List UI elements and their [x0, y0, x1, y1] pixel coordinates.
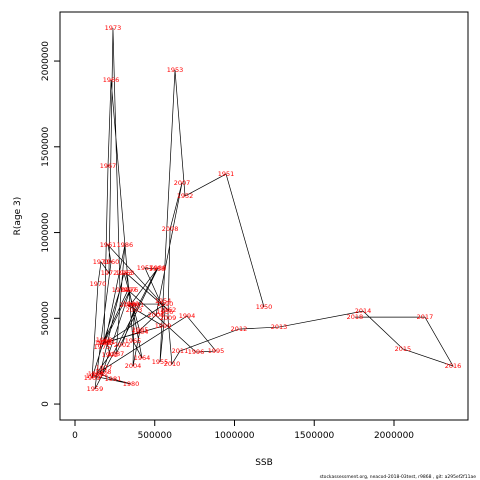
year-label: 1987	[108, 350, 125, 358]
x-tick-label: 2000000	[374, 431, 414, 441]
year-label: 1990	[157, 300, 174, 308]
year-label: 1957	[137, 264, 154, 272]
x-tick-label: 0	[72, 431, 78, 441]
year-label: 1980	[123, 380, 140, 388]
year-label: 1972	[101, 269, 118, 277]
year-label: 2015	[395, 345, 412, 353]
y-tick-label: 2000000	[41, 41, 51, 81]
year-label: 1954	[155, 297, 172, 305]
year-label: 1985	[97, 339, 114, 347]
sr-line	[91, 28, 454, 390]
year-label: 1979	[86, 372, 103, 380]
year-label: 1984	[132, 328, 149, 336]
year-label: 1991	[99, 338, 116, 346]
year-label: 2009	[160, 314, 177, 322]
year-label: 1992	[102, 351, 119, 359]
year-label: 1995	[208, 347, 225, 355]
year-label: 1978	[95, 368, 112, 376]
year-label: 1973	[105, 24, 122, 32]
year-label: 1989	[123, 300, 140, 308]
year-label: 2008	[162, 225, 179, 233]
year-label: 1958	[149, 265, 166, 273]
year-label: 2007	[174, 179, 191, 187]
year-label: 2012	[231, 325, 248, 333]
year-label: 1996	[188, 348, 205, 356]
x-axis-label: SSB	[255, 458, 273, 468]
year-label: 1962	[160, 306, 177, 314]
year-label: 1967	[100, 162, 117, 170]
year-label: 1968	[96, 336, 113, 344]
year-label: 1950	[256, 303, 273, 311]
year-label: 1951	[218, 170, 235, 178]
year-label: 2013	[271, 323, 288, 331]
year-label: 2006	[148, 311, 165, 319]
year-label: 2002	[114, 341, 131, 349]
year-label: 2004	[125, 362, 142, 370]
year-label: 2003	[126, 306, 143, 314]
year-label: 1953	[167, 66, 184, 74]
x-tick-label: 1000000	[214, 431, 254, 441]
y-tick-label: 1000000	[41, 212, 51, 252]
year-label: 1975	[94, 343, 111, 351]
year-label: 1988	[150, 264, 167, 272]
plot-frame	[59, 11, 469, 421]
year-label: 1976	[122, 286, 139, 294]
year-label: 2014	[355, 307, 372, 315]
year-label: 1959	[87, 385, 104, 393]
footer: stockassessment.org, neacod-2018-03test,…	[320, 474, 477, 480]
year-label: 1955	[152, 358, 169, 366]
x-tick-label: 500000	[138, 431, 173, 441]
y-tick-label: 500000	[41, 301, 51, 336]
year-label: 2000	[120, 301, 137, 309]
year-label: 2005	[132, 326, 149, 334]
year-label: 1971	[93, 258, 110, 266]
year-label: 1993	[88, 370, 105, 378]
year-label: 1986	[117, 241, 134, 249]
year-label: 1963	[118, 269, 135, 277]
year-label: 2001	[128, 301, 145, 309]
year-label: 1965	[125, 337, 142, 345]
year-label: 1964	[134, 354, 151, 362]
year-label: 1977	[96, 364, 113, 372]
year-label: 1960	[103, 258, 120, 266]
year-label: 1994	[179, 312, 196, 320]
year-label: 1981	[105, 375, 122, 383]
x-tick-label: 1500000	[294, 431, 334, 441]
year-label: 1956	[157, 308, 174, 316]
year-label: 1952	[177, 192, 194, 200]
year-label: 2017	[417, 313, 434, 321]
year-label: 1997	[120, 286, 137, 294]
year-label: 2018	[347, 313, 364, 321]
year-label: 1966	[103, 76, 120, 84]
year-label: 1982	[92, 370, 109, 378]
year-label: 1998	[95, 339, 112, 347]
year-label: 1970	[90, 280, 107, 288]
y-tick-label: 0	[41, 401, 51, 407]
y-axis-label: R(age 3)	[13, 197, 23, 236]
year-label: 2011	[172, 347, 189, 355]
y-tick-label: 1500000	[41, 126, 51, 166]
year-label: 1974	[112, 286, 129, 294]
year-label: 1999	[155, 322, 172, 330]
year-label: 1961	[100, 241, 117, 249]
year-label: 1969	[84, 374, 101, 382]
year-label: 2016	[445, 362, 462, 370]
year-label: 2010	[164, 360, 181, 368]
year-label: 1983	[116, 269, 133, 277]
